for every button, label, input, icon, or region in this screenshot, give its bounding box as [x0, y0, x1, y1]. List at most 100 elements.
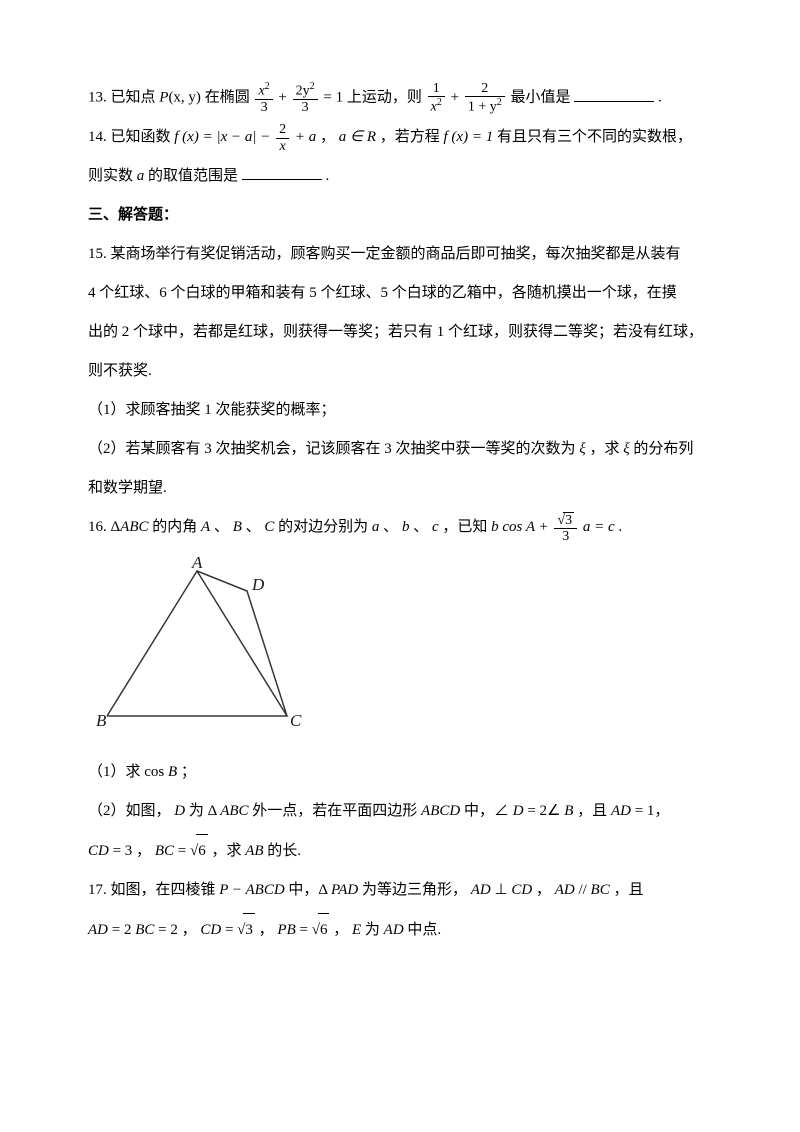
- q16-sub1b: ；: [181, 764, 196, 780]
- q17-bc2: BC: [135, 922, 154, 938]
- q17-pb: PB: [277, 922, 295, 938]
- q13-blank: [574, 101, 654, 102]
- q17-t2: 中，Δ: [288, 882, 327, 898]
- q16-sub2g: = 1，: [635, 803, 670, 819]
- q14-period: .: [326, 168, 330, 184]
- q17-pabcd: P − ABCD: [219, 882, 284, 898]
- q13-plus2: +: [451, 90, 463, 106]
- q14: 14. 已知函数 f (x) = |x − a| − 2 x + a ， a ∈…: [88, 121, 712, 154]
- q15-sub2a: （2）若某顾客有 3 次抽奖机会，记该顾客在 3 次抽奖中获一等奖的次数为: [88, 441, 576, 457]
- q14-f2: + a: [295, 129, 316, 145]
- q17-sqrt6: 6: [318, 913, 330, 947]
- q17-E: E: [352, 922, 361, 938]
- q17-comma: ，: [536, 882, 551, 898]
- q14-t1: 已知函数: [111, 129, 175, 145]
- q16-abc2: ABC: [220, 803, 248, 819]
- q16-num: 16.: [88, 519, 107, 535]
- q13-t2: 在椭圆: [205, 90, 254, 106]
- q16-sub2j: ，求: [211, 843, 245, 859]
- q16-sub2k: 的长.: [267, 843, 301, 859]
- q16-ab: AB: [245, 843, 263, 859]
- q16-sep2: 、: [246, 519, 261, 535]
- q16-Dv: D: [174, 803, 185, 819]
- q14-line2: 则实数 a 的取值范围是 .: [88, 160, 712, 193]
- q16-sub1-B: B: [168, 764, 177, 780]
- q15-l3: 出的 2 个球中，若都是红球，则获得一等奖；若只有 1 个红球，则获得二等奖；若…: [88, 316, 712, 349]
- q16-eqL: b cos A +: [491, 519, 552, 535]
- q16-abc: ABC: [120, 519, 148, 535]
- q16-sub2-l1: （2）如图， D 为 Δ ABC 外一点，若在平面四边形 ABCD 中，∠ D …: [88, 795, 712, 828]
- q14-frac: 2 x: [276, 122, 289, 154]
- q16-sep3: 、: [383, 519, 398, 535]
- q16-Dv2: D: [513, 803, 524, 819]
- q13-f3n: 1: [428, 81, 445, 97]
- q16-sub2d: 中，∠: [464, 803, 509, 819]
- q13-f4d: 1 + y: [468, 100, 497, 115]
- q16-sep4: 、: [413, 519, 428, 535]
- q17-ad-l2: AD: [88, 922, 108, 938]
- q16-sub1: （1）求 cos B ；: [88, 756, 712, 789]
- q17-perp: ⊥: [495, 882, 512, 898]
- q17-pad: PAD: [331, 882, 358, 898]
- q13-frac3: 1 x2: [428, 81, 445, 115]
- q16-A: A: [201, 519, 210, 535]
- section-3-heading: 三、解答题：: [88, 199, 712, 232]
- q17-ad2: AD: [555, 882, 575, 898]
- q16-Bv2: B: [564, 803, 573, 819]
- q16-den3: 3: [554, 529, 577, 544]
- q15-xi1: ξ: [579, 441, 585, 457]
- q15-l2: 4 个红球、6 个白球的甲箱和装有 5 个红球、5 个白球的乙箱中，各随机摸出一…: [88, 277, 712, 310]
- q16-sub1a: （1）求 cos: [88, 764, 168, 780]
- q13-f4n: 2: [465, 81, 505, 97]
- q16-B: B: [233, 519, 242, 535]
- q15-num: 15.: [88, 246, 107, 262]
- q17-eq3: =: [225, 922, 237, 938]
- q17-t1: 如图，在四棱锥: [111, 882, 220, 898]
- q17-comma3: ，: [333, 922, 348, 938]
- q17-num: 17.: [88, 882, 107, 898]
- q14-f: f (x) = |x − a| −: [174, 129, 274, 145]
- q13-plus1: +: [278, 90, 290, 106]
- q16-sub2h: = 3 ，: [113, 843, 151, 859]
- q15-l4: 则不获奖.: [88, 355, 712, 388]
- q13-frac2: 2y2 3: [293, 81, 318, 115]
- sqrt-icon: 3: [237, 913, 255, 947]
- q15-p1: 某商场举行有奖促销活动，顾客购买一定金额的商品后即可抽奖，每次抽奖都是从装有: [111, 246, 681, 262]
- label-C: C: [290, 711, 302, 730]
- q16-abcd: ABCD: [421, 803, 460, 819]
- q14-num: 14.: [88, 129, 107, 145]
- q14-a: a: [137, 168, 145, 184]
- q13-t4: 最小值是: [510, 90, 570, 106]
- q16-sub2a: （2）如图，: [88, 803, 171, 819]
- q14-t4b: 的取值范围是: [148, 168, 238, 184]
- q13-eq: = 1: [323, 90, 343, 106]
- q15-sub1: （1）求顾客抽奖 1 次能获奖的概率；: [88, 394, 712, 427]
- q13-period: .: [658, 90, 662, 106]
- q17-eq1: = 2: [112, 922, 132, 938]
- q16-C: C: [264, 519, 274, 535]
- q15-sub2-line1: （2）若某顾客有 3 次抽奖机会，记该顾客在 3 次抽奖中获一等奖的次数为 ξ …: [88, 433, 712, 466]
- sqrt-icon: 6: [190, 834, 208, 868]
- label-B: B: [96, 711, 107, 730]
- q13-f2n: 2y: [296, 84, 310, 99]
- q16-sqrt-frac: 3 3: [554, 512, 577, 545]
- q17-par: //: [578, 882, 590, 898]
- q15-l1: 15. 某商场举行有奖促销活动，顾客购买一定金额的商品后即可抽奖，每次抽奖都是从…: [88, 238, 712, 271]
- q13-f1d: 3: [255, 100, 272, 115]
- q16-sub2b: 为 Δ: [189, 803, 217, 819]
- q16-sub2e: = 2∠: [527, 803, 560, 819]
- q16-sub2-l2: CD = 3 ， BC = 6 ，求 AB 的长.: [88, 834, 712, 868]
- sqrt-icon: 6: [312, 913, 330, 947]
- q14-fd: x: [276, 139, 289, 154]
- q16-sub2i: =: [178, 843, 190, 859]
- q17-t3: 为等边三角形，: [362, 882, 467, 898]
- q15-sub2b: ，求: [589, 441, 619, 457]
- q16-t3: 的对边分别为: [278, 519, 368, 535]
- q17-l2: AD = 2 BC = 2 ， CD = 3 ， PB = 6 ， E 为 AD…: [88, 913, 712, 947]
- q16-sub2f: ，且: [577, 803, 611, 819]
- q16-t4: ，已知: [442, 519, 487, 535]
- q16-delta: Δ: [111, 519, 121, 535]
- q14-fn: 2: [276, 122, 289, 138]
- page: 13. 已知点 P(x, y) 在椭圆 x2 3 + 2y2 3 = 1 上运动…: [0, 0, 800, 1132]
- q17-bc1: BC: [591, 882, 610, 898]
